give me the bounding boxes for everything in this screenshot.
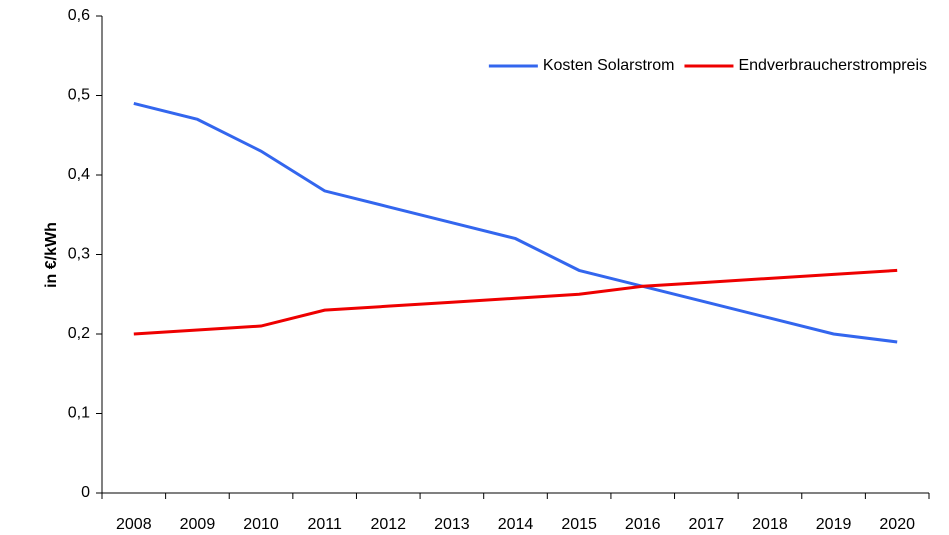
x-tick-label: 2020 <box>879 516 915 533</box>
x-tick-label: 2016 <box>625 516 661 533</box>
y-tick-label: 0,3 <box>68 246 90 263</box>
legend-label: Kosten Solarstrom <box>543 57 675 74</box>
y-tick-label: 0,4 <box>68 166 90 183</box>
series-line <box>133 101 898 344</box>
x-tick-label: 2019 <box>816 516 852 533</box>
x-tick-label: 2017 <box>689 516 725 533</box>
x-tick-label: 2013 <box>434 516 470 533</box>
y-tick-label: 0,5 <box>68 87 90 104</box>
y-tick-label: 0,1 <box>68 405 90 422</box>
x-tick-label: 2011 <box>307 516 342 533</box>
x-tick-label: 2012 <box>370 516 406 533</box>
series-line <box>133 268 898 336</box>
x-tick-label: 2009 <box>180 516 216 533</box>
x-tick-label: 2014 <box>498 516 534 533</box>
x-tick-label: 2018 <box>752 516 788 533</box>
y-axis-label: in €/kWh <box>43 222 60 288</box>
legend-label: Endverbraucherstrompreis <box>738 57 927 74</box>
x-tick-label: 2015 <box>561 516 597 533</box>
y-tick-label: 0,2 <box>68 325 90 342</box>
y-tick-label: 0 <box>81 484 90 501</box>
y-tick-label: 0,6 <box>68 7 90 24</box>
x-tick-label: 2010 <box>243 516 279 533</box>
x-tick-label: 2008 <box>116 516 152 533</box>
